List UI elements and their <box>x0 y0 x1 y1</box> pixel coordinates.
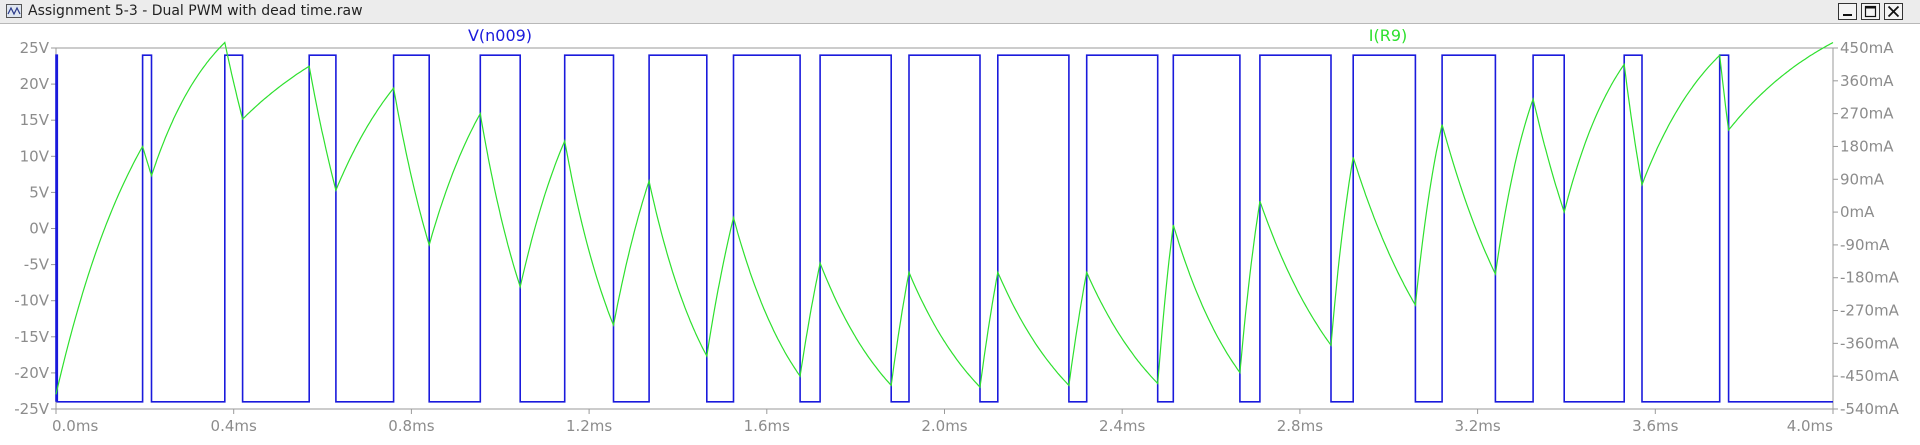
left-axis-ticks: 25V 20V 15V 10V 5V 0V -5V -10V -15V -20V -25V <box>14 39 56 418</box>
waveform-plot[interactable]: 25V 20V 15V 10V 5V 0V -5V -10V -15V -20V -25V 450m… <box>0 24 1920 445</box>
right-tick-label: 450mA <box>1840 39 1894 57</box>
x-tick-label: 2.0ms <box>921 417 967 435</box>
x-tick-label: 0.0ms <box>52 417 98 435</box>
right-tick-label: -180mA <box>1840 269 1900 287</box>
maximize-button[interactable] <box>1861 3 1880 20</box>
right-tick-label: -540mA <box>1840 400 1900 418</box>
minimize-icon <box>1843 14 1852 16</box>
close-button[interactable] <box>1884 3 1903 20</box>
left-tick-label: -5V <box>24 256 50 274</box>
right-tick-label: 180mA <box>1840 137 1894 155</box>
x-tick-label: 2.4ms <box>1099 417 1145 435</box>
trace-label-i-r9[interactable]: I(R9) <box>1369 26 1408 45</box>
left-tick-label: -25V <box>14 400 49 418</box>
x-tick-label: 0.8ms <box>388 417 434 435</box>
right-tick-label: -360mA <box>1840 334 1900 352</box>
series-line-v-n009 <box>55 54 1833 403</box>
trace-label-v-n009[interactable]: V(n009) <box>468 26 532 45</box>
x-axis-ticks: 0.0ms 0.4ms 0.8ms 1.2ms 1.6ms 2.0ms 2.4ms 2.8ms… <box>52 409 1834 435</box>
left-tick-label: 20V <box>20 75 50 93</box>
left-tick-label: -20V <box>14 364 49 382</box>
x-tick-label: 4.0ms <box>1787 417 1833 435</box>
x-tick-label: 2.8ms <box>1277 417 1323 435</box>
right-tick-label: 360mA <box>1840 72 1894 90</box>
x-tick-label: 3.2ms <box>1454 417 1500 435</box>
right-tick-label: -270mA <box>1840 302 1900 320</box>
left-tick-label: 0V <box>29 220 50 238</box>
left-tick-label: 5V <box>29 183 50 201</box>
window-titlebar: Assignment 5-3 - Dual PWM with dead time… <box>0 0 1920 24</box>
left-tick-label: 15V <box>20 111 50 129</box>
right-tick-label: 90mA <box>1840 170 1885 188</box>
left-tick-label: -10V <box>14 292 49 310</box>
x-tick-label: 3.6ms <box>1632 417 1678 435</box>
x-tick-label: 0.4ms <box>211 417 257 435</box>
left-tick-label: 25V <box>20 39 50 57</box>
series-line-i-r9 <box>55 41 1834 395</box>
left-tick-label: 10V <box>20 147 50 165</box>
left-tick-label: -15V <box>14 328 49 346</box>
plot-area[interactable] <box>55 47 1834 410</box>
right-tick-label: -450mA <box>1840 367 1900 385</box>
right-axis-ticks: 450mA 360mA 270mA 180mA 90mA 0mA -90mA -180mA -2… <box>1833 39 1900 418</box>
waveform-viewer-icon <box>6 4 22 18</box>
x-tick-label: 1.6ms <box>744 417 790 435</box>
right-tick-label: 0mA <box>1840 203 1875 221</box>
right-tick-label: 270mA <box>1840 105 1894 123</box>
x-tick-label: 1.2ms <box>566 417 612 435</box>
close-icon <box>1887 5 1900 18</box>
maximize-icon <box>1864 5 1877 18</box>
window-title: Assignment 5-3 - Dual PWM with dead time… <box>28 3 363 19</box>
minimize-button[interactable] <box>1838 3 1857 20</box>
right-tick-label: -90mA <box>1840 236 1890 254</box>
